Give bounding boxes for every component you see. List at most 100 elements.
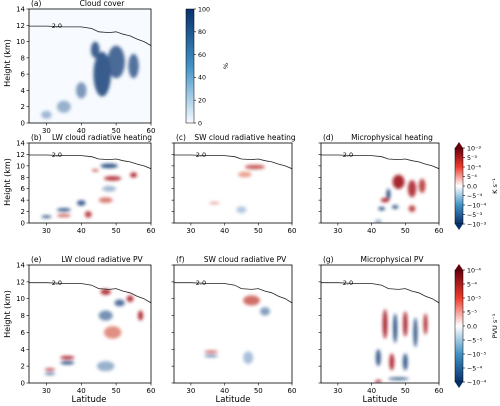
y-tick-label-a-8: 8 <box>21 54 25 62</box>
tropopause-contour-b <box>29 154 151 170</box>
field-blob-c-1 <box>238 171 252 178</box>
field-blob-e-5 <box>103 326 122 339</box>
field-blob-b-4 <box>102 185 117 192</box>
colorbar-tick-label-heating-8: −10⁻³ <box>467 221 487 228</box>
colorbar-extend-bottom-heating <box>455 224 463 230</box>
colorbar-pv: 10⁻⁴ 5⁻⁴ 10⁻⁵ 5⁻⁵ 0.0 −5⁻⁵ −10⁻⁵ −5⁻⁴ −10⁻⁴ PVU s… <box>454 264 499 388</box>
field-blob-f-0 <box>243 295 260 306</box>
y-tick-label-e-8: 8 <box>21 312 25 320</box>
y-tick-label-b-4: 4 <box>21 197 26 205</box>
panel-b: 2.0 (b) LW cloud radiative heating 0 2 4 6 8 10 1… <box>16 133 155 235</box>
x-tick-label-f-60: 60 <box>288 387 297 395</box>
x-axis-label-e: Latitude <box>72 395 107 405</box>
axes-frame-a <box>28 8 152 124</box>
figure-labels: Latitude Latitude Latitude Height (km) H… <box>3 39 397 405</box>
y-tick-label-a-10: 10 <box>16 38 25 46</box>
colorbars-layer: 100 80 60 40 20 0% 10⁻³ 5⁻³ 10⁻⁴ 5⁻⁴ 0.0 −5⁻⁴ −10⁻⁴ −… <box>185 6 499 388</box>
y-tick-label-b-2: 2 <box>21 208 25 216</box>
tropopause-contour-f <box>174 282 292 304</box>
field-blob-e-8 <box>44 368 56 371</box>
x-tick-label-d-40: 40 <box>367 227 376 235</box>
tropopause-contour-e <box>29 282 151 304</box>
y-tick-label-b-6: 6 <box>21 185 26 193</box>
contour-label-f: 2.0 <box>196 279 206 287</box>
x-tick-label-c-30: 30 <box>186 227 195 235</box>
colorbar-tick-label-heating-2: 10⁻⁴ <box>467 164 481 171</box>
colorbar-tick-label-cloud-4: 20 <box>198 98 206 105</box>
contour-label-d: 2.0 <box>343 151 353 159</box>
field-blob-d-8 <box>374 219 382 223</box>
field-blob-d-7 <box>408 205 416 213</box>
colorbar-extend-top-pv <box>455 264 463 270</box>
field-blob-g-8 <box>388 377 409 381</box>
field-blob-a-2 <box>90 41 100 58</box>
panel-letter-g: (g) <box>323 255 334 264</box>
y-tick-label-b-14: 14 <box>16 140 25 148</box>
x-tick-label-a-30: 30 <box>42 127 51 135</box>
colorbar-extend-top-heating <box>455 142 463 148</box>
field-blob-a-0 <box>93 51 111 97</box>
field-blob-e-4 <box>98 310 113 321</box>
field-blob-g-7 <box>402 353 408 371</box>
field-blob-e-2 <box>126 295 134 303</box>
field-blob-a-4 <box>76 82 87 99</box>
field-blob-e-1 <box>114 299 125 307</box>
y-tick-label-e-4: 4 <box>21 346 26 354</box>
y-tick-label-a-14: 14 <box>16 6 25 14</box>
panel-title-a: Cloud cover <box>80 0 126 8</box>
y-tick-label-e-6: 6 <box>21 329 26 337</box>
y-tick-label-a-12: 12 <box>16 22 25 30</box>
field-blob-g-6 <box>389 353 395 371</box>
field-blob-d-3 <box>386 188 391 201</box>
field-blob-b-3 <box>130 172 138 178</box>
field-b <box>41 163 138 219</box>
panel-f: 2.0 (f) SW cloud radiative PV 30 40 50 60 <box>171 255 297 395</box>
colorbar-tick-label-heating-1: 5⁻³ <box>467 155 477 162</box>
x-tick-label-b-30: 30 <box>42 227 51 235</box>
field-blob-c-3 <box>236 206 247 214</box>
x-tick-label-e-30: 30 <box>42 387 51 395</box>
x-tick-label-b-40: 40 <box>77 227 86 235</box>
field-blob-g-0 <box>382 309 388 339</box>
field-blob-g-5 <box>375 349 381 367</box>
x-tick-label-f-30: 30 <box>186 387 195 395</box>
x-axis-label-g: Latitude <box>363 395 398 405</box>
panel-title-b: LW cloud radiative heating <box>52 133 152 142</box>
colorbar-unit-heating: K s⁻¹ <box>491 178 499 194</box>
colorbar-tick-label-heating-3: 5⁻⁴ <box>467 174 477 181</box>
field-blob-e-0 <box>100 289 111 295</box>
field-blob-g-9 <box>374 380 382 383</box>
x-tick-label-d-50: 50 <box>401 227 410 235</box>
colorbar-tick-label-pv-8: −10⁻⁴ <box>467 379 487 386</box>
y-axis-label-b: Height (km) <box>3 158 12 206</box>
field-blob-g-4 <box>423 313 428 335</box>
y-tick-label-e-12: 12 <box>16 278 25 286</box>
contour-label-g: 2.0 <box>343 279 353 287</box>
panel-letter-d: (d) <box>323 133 334 142</box>
x-tick-label-g-30: 30 <box>333 387 342 395</box>
colorbar-tick-label-pv-7: −5⁻⁴ <box>467 365 483 372</box>
field-blob-b-0 <box>100 163 118 169</box>
panel-title-f: SW cloud radiative PV <box>204 255 287 264</box>
axes-frame-f <box>173 264 293 384</box>
panel-a: 2.0 (a) Cloud cover 0 2 4 6 8 10 12 14 30 40 50 60 <box>16 0 155 135</box>
x-axis-label-f: Latitude <box>216 395 251 405</box>
field-blob-b-9 <box>56 214 71 217</box>
field-blob-f-4 <box>243 351 254 365</box>
panel-c: 2.0 (c) SW cloud radiative heating 30 40 50 60 <box>171 133 296 235</box>
y-tick-label-e-2: 2 <box>21 363 25 371</box>
field-a <box>41 41 139 119</box>
y-tick-label-b-8: 8 <box>21 174 25 182</box>
colorbar-tick-label-pv-0: 10⁻⁴ <box>467 267 481 274</box>
colorbar-tick-label-cloud-0: 100 <box>198 6 210 13</box>
field-blob-b-5 <box>98 197 113 203</box>
y-tick-label-b-12: 12 <box>16 151 25 159</box>
colorbar-extend-bottom-pv <box>455 382 463 388</box>
colorbar-tick-label-pv-5: −5⁻⁵ <box>467 337 483 344</box>
contour-label-a: 2.0 <box>52 22 62 30</box>
field-blob-a-5 <box>56 100 71 113</box>
x-tick-label-f-50: 50 <box>254 387 263 395</box>
x-tick-label-c-40: 40 <box>220 227 229 235</box>
panel-d: 2.0 (d) Microphysical heating 30 40 50 60 <box>318 133 443 235</box>
